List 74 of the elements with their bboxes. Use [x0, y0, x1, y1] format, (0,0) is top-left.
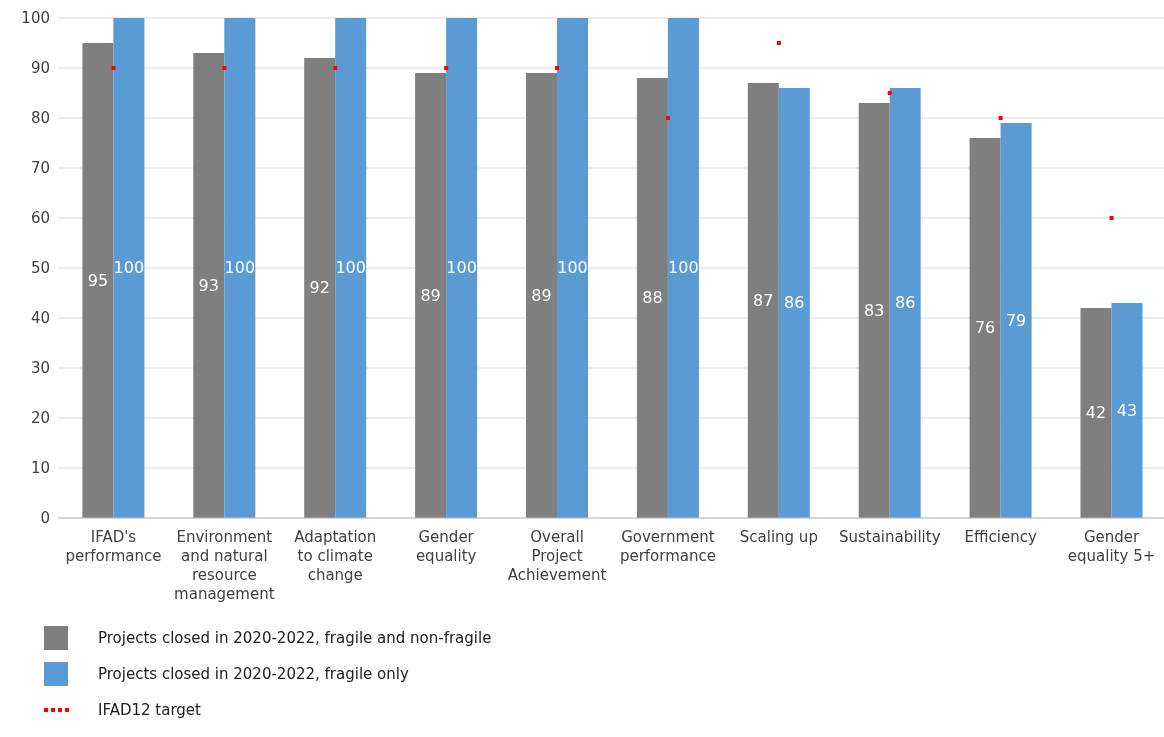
data-label: 89 — [531, 285, 552, 305]
point — [665, 116, 670, 120]
y-tick-label: 60 — [30, 209, 50, 228]
x-tick-label: Overall Project Achievement — [507, 528, 607, 584]
x-tick-label: Adaptation to climate change — [294, 528, 377, 584]
y-tick-label: 0 — [40, 509, 50, 528]
x-tick-label: Scaling up — [739, 528, 818, 546]
data-label: 92 — [309, 278, 330, 297]
legend-label: IFAD12 target — [98, 701, 201, 719]
x-tick-label: IFAD's performance — [65, 528, 162, 565]
x-tick-label: Government performance — [619, 528, 716, 565]
data-label: 93 — [198, 275, 219, 295]
bar — [667, 18, 699, 518]
point — [333, 66, 338, 70]
x-tick-label: Environment and natural resource management — [174, 528, 275, 603]
bar — [304, 58, 336, 518]
bar — [747, 83, 779, 518]
point — [887, 91, 892, 95]
point — [998, 116, 1003, 120]
point — [555, 66, 560, 70]
y-tick-label: 100 — [21, 9, 50, 28]
data-label: 86 — [784, 293, 805, 312]
x-tick-label: Efficiency — [964, 528, 1037, 546]
y-tick-label: 80 — [30, 109, 50, 128]
data-label: 43 — [1116, 400, 1138, 420]
legend-label: Projects closed in 2020-2022, fragile only — [98, 665, 409, 683]
legend-label: Projects closed in 2020-2022, fragile and non-fragile — [98, 629, 492, 647]
x-tick-label: Gender equality — [415, 528, 477, 565]
data-label: 100 — [113, 258, 145, 277]
bar — [446, 18, 478, 518]
data-label: 86 — [895, 293, 916, 312]
y-tick-label: 30 — [30, 359, 50, 378]
x-tick-label: Sustainability — [838, 528, 941, 546]
y-tick-label: 20 — [30, 409, 50, 428]
data-label: 100 — [446, 258, 477, 277]
bar — [969, 138, 1001, 518]
point — [222, 66, 227, 70]
data-label: 100 — [335, 258, 366, 277]
point — [111, 66, 116, 70]
bar — [526, 73, 557, 518]
bar — [557, 18, 588, 518]
bar — [1111, 303, 1143, 518]
bar — [778, 88, 810, 518]
data-label: 79 — [1005, 310, 1027, 330]
data-label: 100 — [224, 258, 256, 277]
data-label: 88 — [642, 288, 663, 307]
point — [444, 66, 449, 70]
y-tick-label: 90 — [30, 59, 50, 78]
data-label: 42 — [1085, 403, 1107, 422]
data-label: 95 — [87, 270, 109, 290]
data-label: 87 — [753, 290, 774, 310]
data-label: 83 — [864, 300, 885, 320]
bar — [335, 18, 367, 518]
data-label: 76 — [974, 318, 996, 337]
bar — [1000, 123, 1032, 518]
data-label: 100 — [557, 258, 588, 277]
data-label: 89 — [420, 285, 441, 305]
bar — [82, 43, 114, 518]
bar — [889, 88, 921, 518]
data-label: 100 — [668, 258, 699, 277]
y-tick-label: 50 — [30, 259, 50, 278]
bar — [193, 53, 225, 518]
point — [1109, 216, 1114, 220]
bar — [1080, 308, 1112, 518]
bar — [113, 18, 145, 518]
bar — [858, 103, 890, 518]
y-tick-label: 10 — [30, 459, 50, 478]
y-tick-label: 70 — [30, 159, 50, 178]
bar — [224, 18, 256, 518]
y-tick-label: 40 — [30, 309, 50, 328]
bar — [415, 73, 447, 518]
bar — [636, 78, 668, 518]
point — [776, 41, 781, 45]
x-tick-label: Gender equality 5+ — [1067, 528, 1156, 565]
